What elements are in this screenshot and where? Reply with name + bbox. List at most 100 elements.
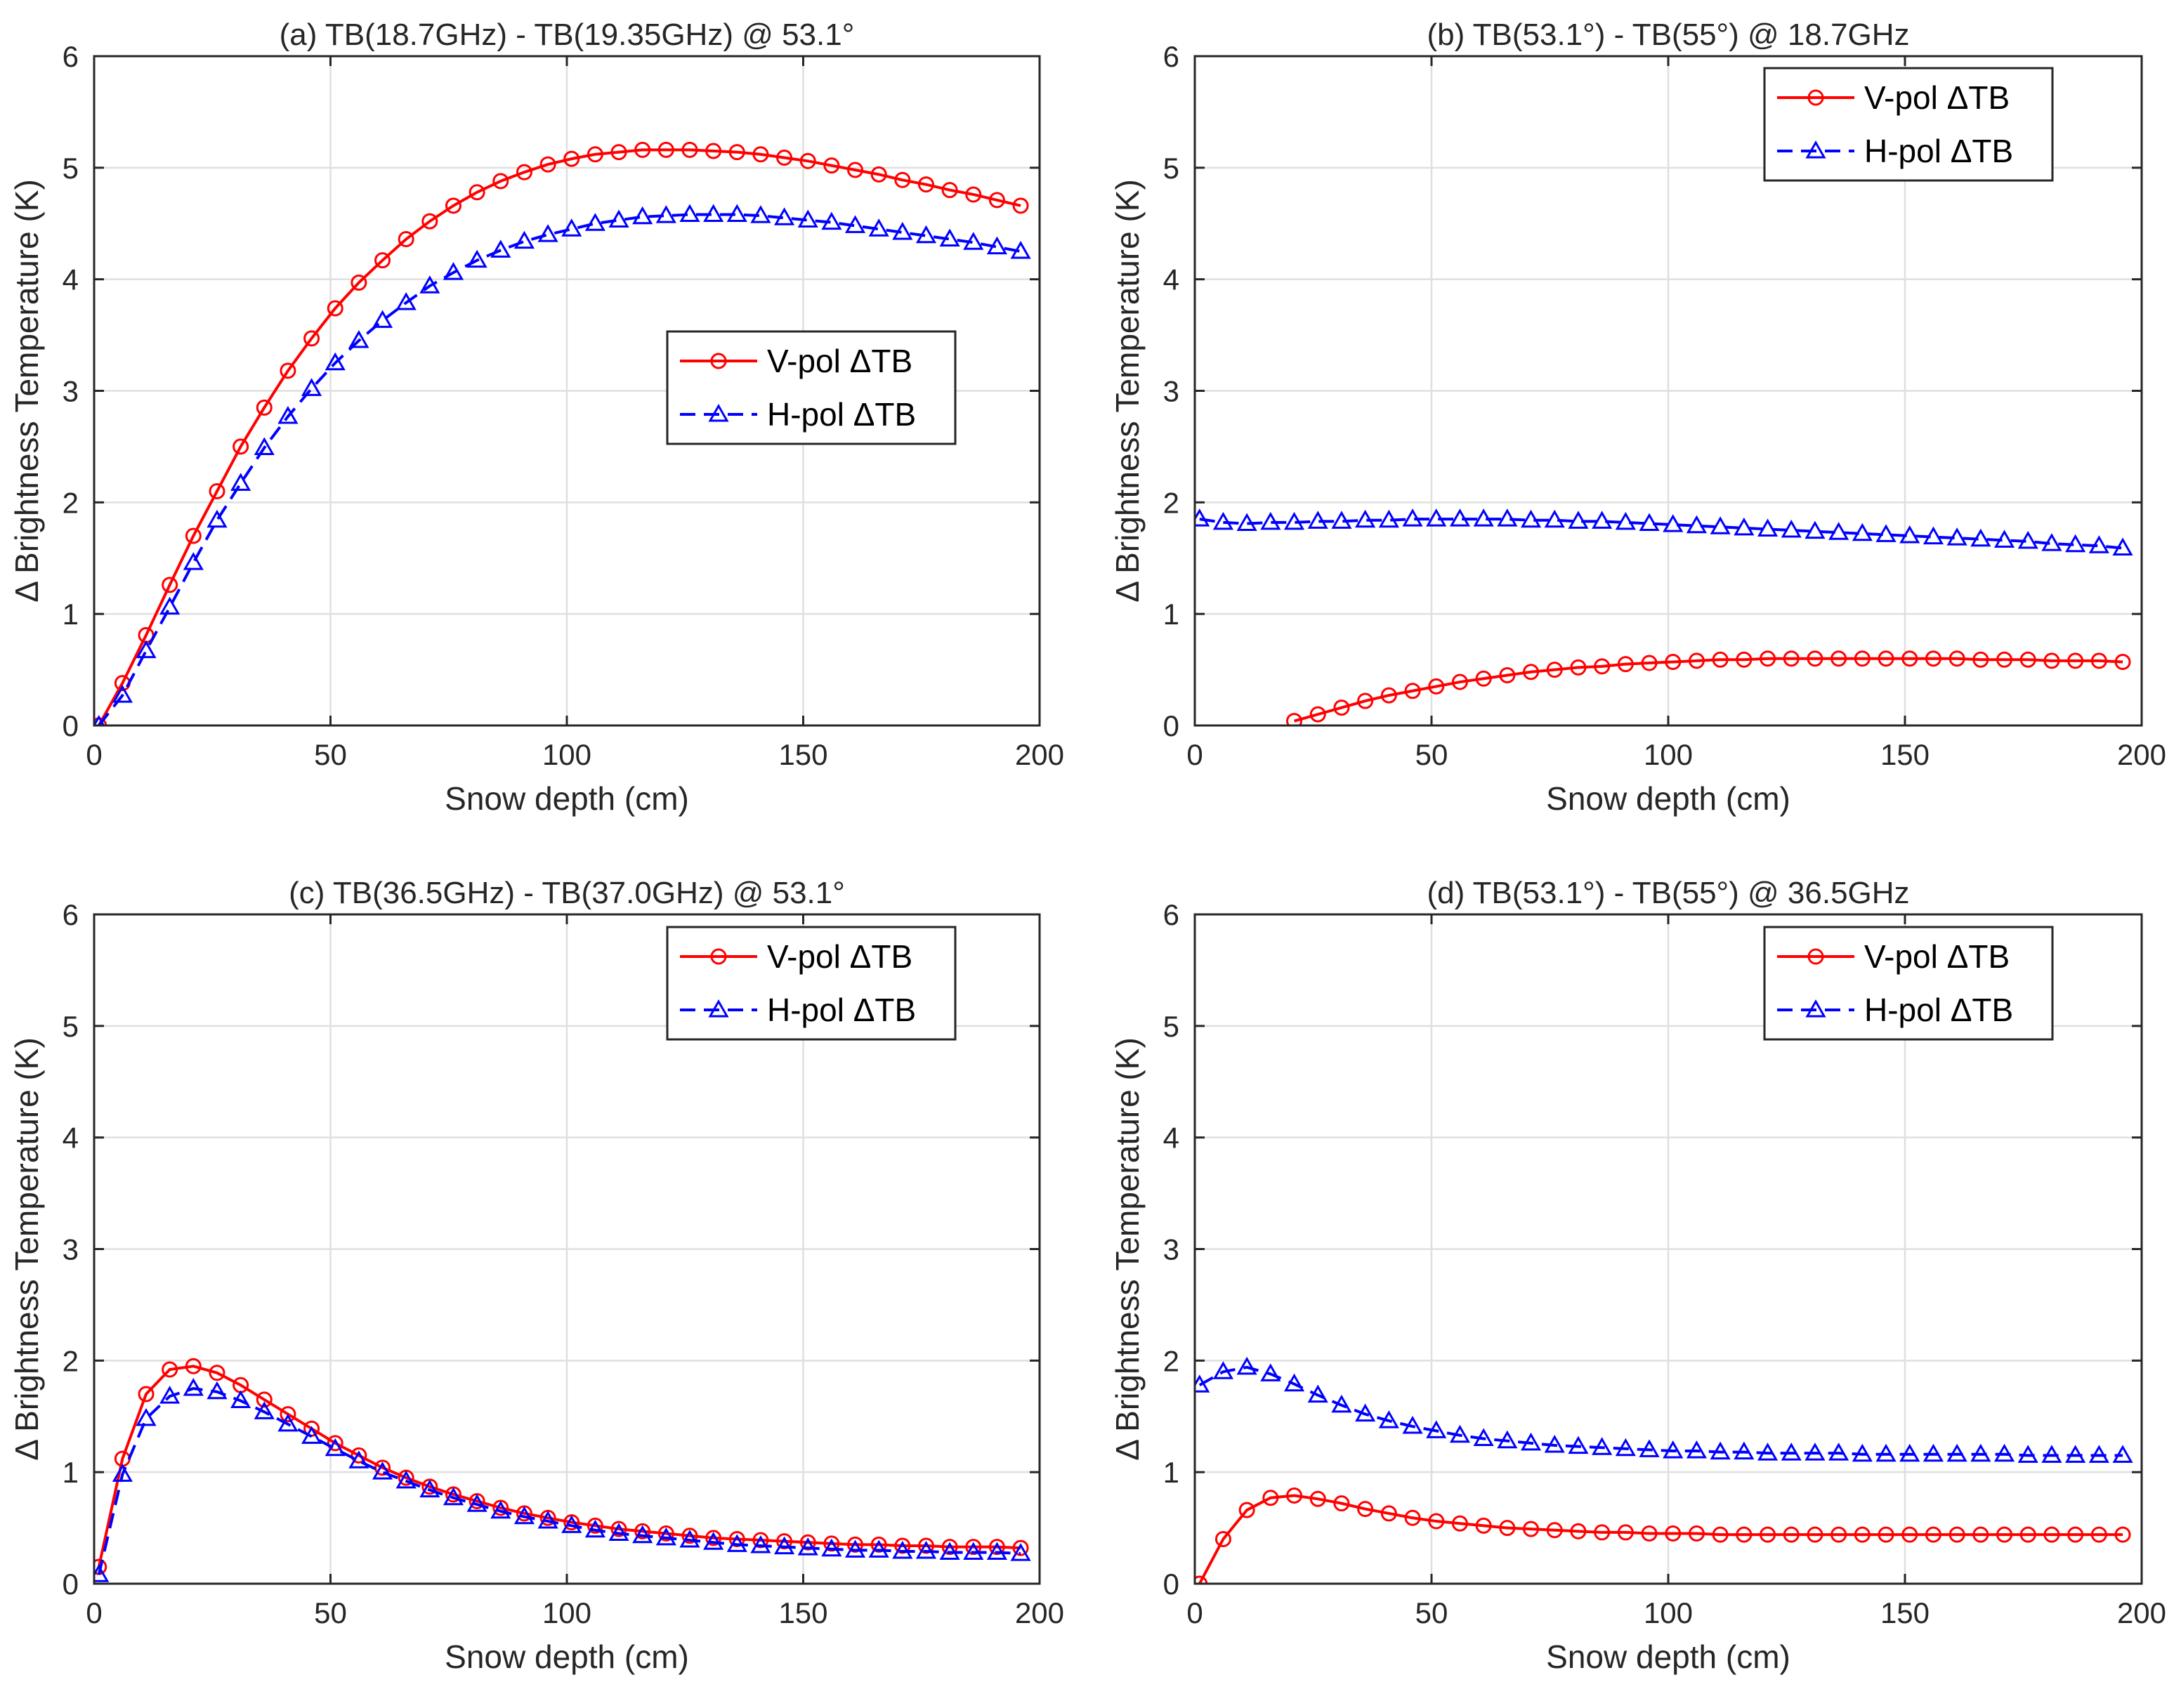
hpol-point (1331, 1394, 1352, 1413)
series-line-vpol (1293, 657, 2123, 723)
y-tick-label: 1 (63, 598, 79, 631)
legend-label: H-pol ΔTB (1864, 992, 2013, 1028)
legend-box (1763, 926, 2054, 1041)
hpol-point (1355, 1403, 1376, 1422)
series-line-hpol (98, 213, 1021, 725)
legend-box (666, 330, 957, 445)
y-tick-label: 6 (63, 898, 79, 931)
hpol-point (372, 310, 393, 328)
hpol-point (1828, 522, 1849, 540)
axes-box (93, 913, 1041, 1585)
vpol-point (1712, 1526, 1729, 1543)
hpol-point (608, 1523, 629, 1542)
vpol-point (1475, 670, 1492, 687)
hpol-point (1781, 1443, 1802, 1461)
series-layer (94, 1358, 1031, 1582)
vpol-point (587, 146, 603, 163)
vpol-point (870, 1536, 887, 1553)
hpol-point (1615, 1438, 1636, 1457)
hpol-point (1686, 1440, 1708, 1459)
vpol-point (610, 144, 627, 161)
hpol-point (254, 437, 275, 456)
y-tick-label: 5 (1163, 152, 1179, 185)
vpol-point (1760, 650, 1776, 667)
hpol-point (1010, 240, 1031, 259)
vpol-point (1012, 197, 1029, 214)
vpol-point (2090, 1526, 2107, 1543)
hpol-point (1010, 1543, 1031, 1561)
hpol-point (443, 262, 464, 280)
vpol-point (398, 230, 414, 247)
vpol-point (1286, 713, 1303, 725)
hpol-point (1615, 511, 1636, 530)
hpol-point (513, 230, 535, 249)
hpol-point (1473, 1428, 1494, 1447)
hpol-point (1283, 1373, 1305, 1392)
hpol-point (726, 1534, 747, 1552)
legend-marker (710, 353, 727, 369)
hpol-point (1520, 1432, 1542, 1451)
x-tick-label: 150 (1880, 1596, 1930, 1629)
hpol-point (703, 1532, 724, 1550)
hpol-point (325, 352, 346, 371)
vpol-point (657, 1525, 674, 1542)
hpol-point (939, 228, 960, 247)
hpol-point (1875, 1443, 1897, 1462)
vpol-point (799, 152, 816, 169)
hpol-point (1544, 509, 1565, 528)
vpol-point (1499, 667, 1516, 684)
legend-box (666, 926, 957, 1041)
hpol-point (1781, 520, 1802, 538)
hpol-point (159, 596, 181, 615)
x-tick-label: 50 (1415, 738, 1448, 771)
hpol-point (301, 1426, 322, 1444)
vpol-point (162, 577, 178, 593)
panel-b: 0 50 100 150 200 0 1 2 3 4 5 6 (b) TB(53.1°) - TB(55… (1109, 18, 2166, 817)
hpol-point (1970, 528, 1991, 547)
series-line-hpol (1198, 1365, 2123, 1457)
vpol-point (728, 144, 745, 161)
hpol-point (159, 1386, 181, 1404)
vpol-point (965, 1539, 982, 1556)
y-tick-label: 2 (63, 1344, 79, 1377)
vpol-point (894, 171, 911, 188)
hpol-point (1639, 1439, 1660, 1457)
hpol-point (183, 552, 204, 570)
vpol-point (232, 438, 249, 455)
y-axis-label: Δ Brightness Temperature (K) (8, 1037, 45, 1461)
vpol-point (1333, 1495, 1350, 1512)
vpol-point (1309, 706, 1326, 723)
hpol-point (1946, 1443, 1967, 1462)
hpol-point (230, 1390, 251, 1409)
hpol-point (963, 232, 984, 250)
legend-marker (1807, 948, 1824, 965)
y-tick-label: 1 (63, 1456, 79, 1489)
vpol-point (1262, 1490, 1279, 1506)
hpol-point (703, 204, 724, 223)
hpol-point (2065, 534, 2086, 553)
hpol-point (821, 1538, 842, 1557)
vpol-point (847, 1536, 864, 1553)
vpol-point (185, 1358, 202, 1374)
y-tick-label: 2 (1163, 486, 1179, 519)
x-tick-label: 150 (778, 738, 827, 771)
x-axis-label: Snow depth (cm) (445, 780, 689, 817)
y-axis-label: Δ Brightness Temperature (K) (1109, 1037, 1146, 1461)
y-tick-label: 3 (63, 1233, 79, 1266)
vpol-point (1451, 1515, 1468, 1532)
x-tick-label: 100 (542, 738, 591, 771)
hpol-point (844, 215, 866, 233)
vpol-point (2043, 652, 2060, 669)
hpol-point (892, 1540, 913, 1559)
legend-marker (1805, 140, 1826, 159)
hpol-point (584, 1519, 605, 1538)
hpol-point (513, 1506, 535, 1525)
hpol-point (1497, 1430, 1518, 1449)
x-tick-label: 200 (2117, 1596, 2166, 1629)
series-layer (94, 141, 1031, 725)
vpol-point (1546, 1522, 1563, 1539)
vpol-point (185, 527, 202, 544)
hpol-point (1378, 1410, 1399, 1428)
y-tick-label: 0 (1163, 709, 1179, 742)
hpol-point (277, 1413, 299, 1432)
